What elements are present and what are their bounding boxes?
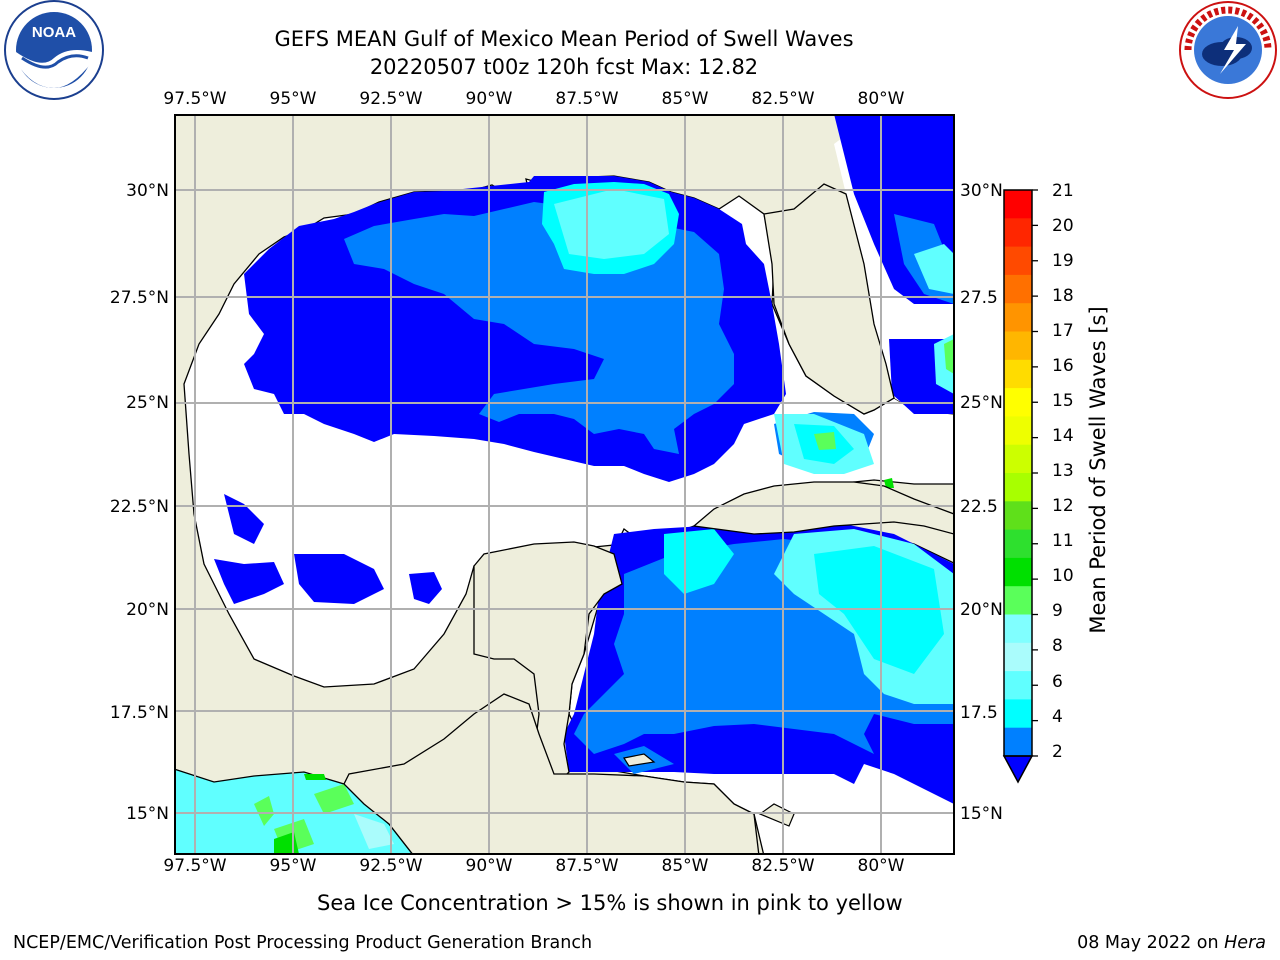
- map-svg: [174, 114, 955, 855]
- lon-label-top: 80°W: [857, 89, 905, 109]
- lon-label-bottom: 90°W: [465, 856, 513, 876]
- colorbar-segment: [1004, 501, 1032, 531]
- lat-label-left: 30°N: [126, 181, 169, 201]
- lat-label-left: 17.5°N: [109, 703, 169, 723]
- colorbar: [1000, 186, 1040, 786]
- lon-label-top: 92.5°W: [359, 89, 423, 109]
- lon-label-top: 87.5°W: [555, 89, 619, 109]
- colorbar-segment: [1004, 529, 1032, 559]
- lon-label-bottom: 85°W: [661, 856, 709, 876]
- colorbar-tick: 12: [1052, 496, 1074, 516]
- map-subtitle: 20220507 t00z 120h fcst Max: 12.82: [369, 55, 759, 79]
- map-gridlines: [175, 115, 954, 854]
- colorbar-segment: [1004, 444, 1032, 474]
- lat-label-left: 20°N: [126, 600, 169, 620]
- colorbar-tick: 13: [1052, 461, 1074, 481]
- colorbar-tick: 21: [1052, 181, 1074, 201]
- colorbar-segment: [1004, 473, 1032, 502]
- lat-label-left: 15°N: [126, 804, 169, 824]
- lat-label-left: 27.5°N: [109, 288, 169, 308]
- lat-label-right: 20°N: [960, 600, 1003, 620]
- lat-label-left: 22.5°N: [109, 497, 169, 517]
- yucatan-peninsula: [473, 541, 623, 783]
- lat-label-right: 30°N: [960, 181, 1003, 201]
- colorbar-tick: 6: [1052, 672, 1063, 692]
- colorbar-segment: [1004, 557, 1032, 587]
- colorbar-tick: 8: [1052, 636, 1063, 656]
- colorbar-segment: [1004, 671, 1032, 700]
- map-panel: [174, 114, 956, 856]
- lat-label-right: 22.5: [960, 497, 998, 517]
- lat-label-right: 17.5: [960, 703, 998, 723]
- lat-label-right: 15°N: [960, 804, 1003, 824]
- colorbar-tick: 19: [1052, 251, 1074, 271]
- colorbar-segment: [1004, 218, 1032, 248]
- lon-label-bottom: 87.5°W: [555, 856, 619, 876]
- lon-label-top: 82.5°W: [751, 89, 815, 109]
- colorbar-tick: 11: [1052, 531, 1074, 551]
- colorbar-tick: 14: [1052, 426, 1074, 446]
- colorbar-tick: 10: [1052, 566, 1074, 586]
- svg-text:NOAA: NOAA: [32, 24, 76, 41]
- lat-label-right: 25°N: [960, 393, 1003, 413]
- colorbar-tick: 15: [1052, 391, 1074, 411]
- colorbar-tick: 20: [1052, 216, 1074, 236]
- lat-label-right: 27.5: [960, 288, 998, 308]
- colorbar-segment: [1004, 642, 1032, 672]
- lat-label-left: 25°N: [126, 393, 169, 413]
- lon-label-bottom: 95°W: [269, 856, 317, 876]
- colorbar-segment: [1004, 699, 1032, 729]
- colorbar-segment: [1004, 359, 1032, 389]
- noaa-logo: NOAA: [2, 0, 106, 100]
- sea-ice-note: Sea Ice Concentration > 15% is shown in …: [317, 891, 903, 915]
- footer-date-text: 08 May 2022 on: [1077, 933, 1225, 953]
- colorbar-tick: 18: [1052, 286, 1074, 306]
- map-title: GEFS MEAN Gulf of Mexico Mean Period of …: [274, 27, 854, 51]
- colorbar-tick: 9: [1052, 601, 1063, 621]
- colorbar-segment: [1004, 614, 1032, 644]
- nws-logo: [1176, 0, 1280, 100]
- colorbar-segment: [1004, 727, 1032, 757]
- footer-machine: Hera: [1224, 933, 1266, 953]
- colorbar-tick: 17: [1052, 321, 1074, 341]
- colorbar-segment: [1004, 274, 1032, 304]
- colorbar-extend-arrow: [1002, 755, 1034, 784]
- colorbar-svg: [1002, 189, 1038, 784]
- lon-label-top: 85°W: [661, 89, 709, 109]
- footer-branch: NCEP/EMC/Verification Post Processing Pr…: [13, 933, 593, 953]
- footer-date: 08 May 2022 on Hera: [1077, 933, 1266, 953]
- lon-label-top: 95°W: [269, 89, 317, 109]
- lon-label-bottom: 80°W: [857, 856, 905, 876]
- lon-label-bottom: 82.5°W: [751, 856, 815, 876]
- lon-label-bottom: 92.5°W: [359, 856, 423, 876]
- colorbar-tick: 4: [1052, 707, 1063, 727]
- colorbar-segment: [1004, 586, 1032, 616]
- colorbar-tick: 16: [1052, 356, 1074, 376]
- colorbar-label: Mean Period of Swell Waves [s]: [1086, 306, 1110, 634]
- map-frame: [174, 114, 955, 855]
- lon-label-bottom: 97.5°W: [163, 856, 227, 876]
- lon-label-top: 90°W: [465, 89, 513, 109]
- lon-label-top: 97.5°W: [163, 89, 227, 109]
- colorbar-tick: 2: [1052, 742, 1063, 762]
- colorbar-segment: [1004, 303, 1032, 333]
- cuba: [692, 481, 954, 535]
- colorbar-segment: [1004, 246, 1032, 276]
- colorbar-segment: [1004, 416, 1032, 446]
- colorbar-segment: [1004, 388, 1032, 417]
- colorbar-segment: [1004, 331, 1032, 361]
- colorbar-segment: [1004, 190, 1032, 219]
